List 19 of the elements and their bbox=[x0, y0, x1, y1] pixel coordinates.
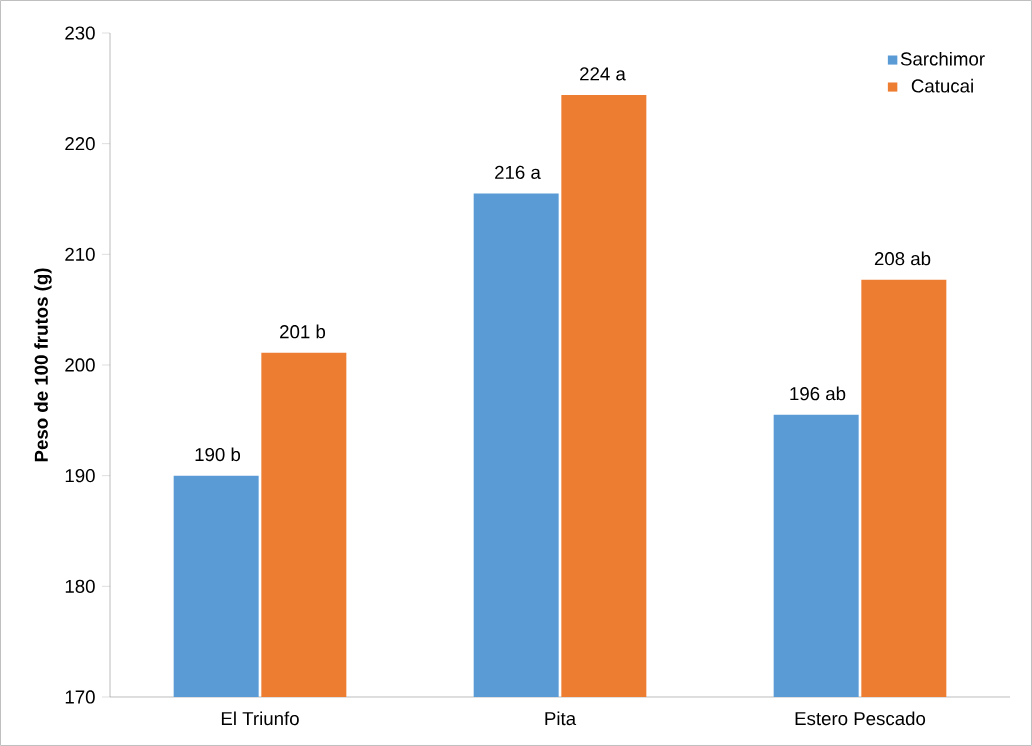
data-label: 190 b bbox=[195, 447, 241, 462]
y-tick-label: 210 bbox=[65, 247, 95, 261]
x-tick-label: Estero Pescado bbox=[795, 711, 926, 726]
data-label: 196 ab bbox=[790, 386, 846, 401]
data-label: 216 a bbox=[495, 165, 541, 179]
legend-label: Sarchimor bbox=[900, 51, 985, 66]
x-tick-label: El Triunfo bbox=[221, 711, 299, 726]
y-tick-label: 200 bbox=[65, 358, 95, 372]
y-axis-title: Peso de 100 frutos (g) bbox=[34, 268, 52, 462]
x-tick-label: Pita bbox=[545, 711, 577, 726]
legend-label: Catucai bbox=[911, 78, 973, 93]
y-tick-label: 180 bbox=[65, 579, 95, 593]
data-label: 208 ab bbox=[874, 251, 931, 266]
data-label: 201 b bbox=[280, 324, 326, 339]
y-tick-label: 230 bbox=[65, 26, 95, 40]
data-label: 224 a bbox=[580, 67, 626, 81]
y-tick-label: 170 bbox=[65, 690, 95, 704]
y-tick-label: 190 bbox=[65, 469, 95, 483]
y-tick-label: 220 bbox=[65, 137, 95, 151]
